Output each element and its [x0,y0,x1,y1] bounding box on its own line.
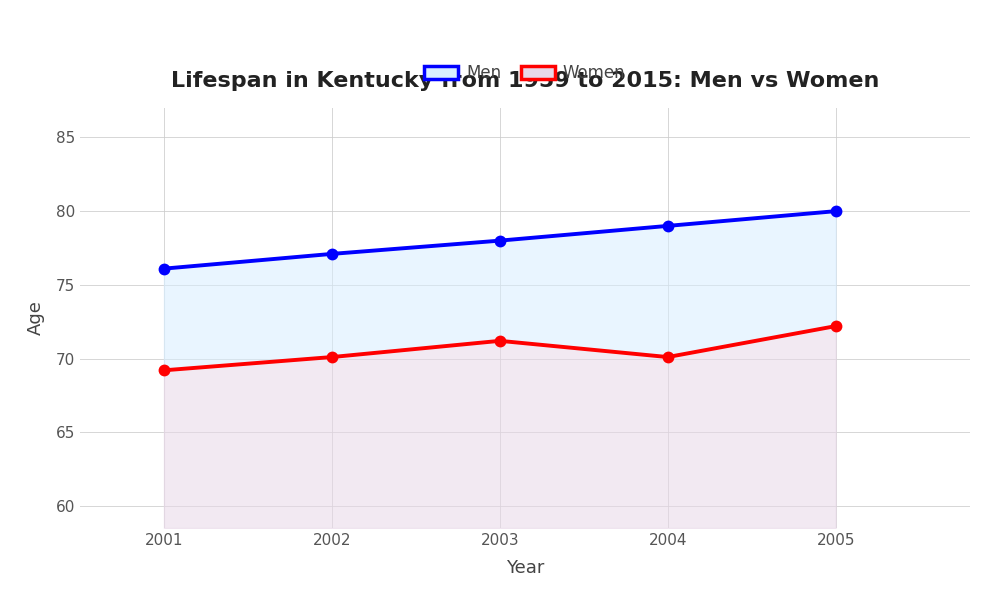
Women [830,323,842,330]
Line: Women: Women [159,321,841,375]
Men [830,208,842,215]
Women [158,367,170,374]
Y-axis label: Age: Age [27,301,45,335]
Title: Lifespan in Kentucky from 1959 to 2015: Men vs Women: Lifespan in Kentucky from 1959 to 2015: … [171,71,879,91]
Legend: Men, Women: Men, Women [418,58,632,89]
Men [494,237,506,244]
Men [158,265,170,272]
Women [494,337,506,344]
Line: Men: Men [159,206,841,274]
Women [662,353,674,361]
Women [326,353,338,361]
Men [326,250,338,257]
X-axis label: Year: Year [506,559,544,577]
Men [662,222,674,229]
